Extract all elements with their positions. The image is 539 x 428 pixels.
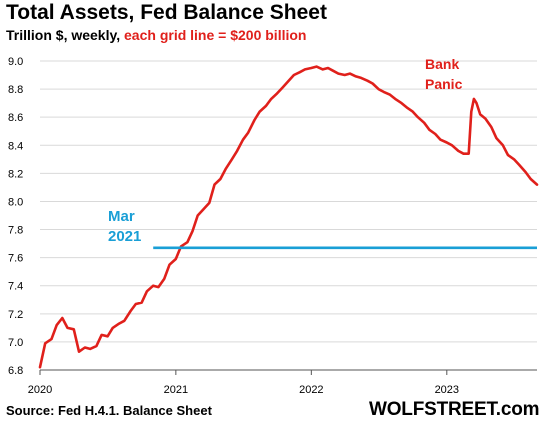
annotation-line: Mar [108, 208, 135, 225]
y-tick-label: 8.2 [8, 168, 23, 180]
annotation-line: 2021 [108, 228, 141, 245]
y-tick-label: 8.0 [8, 196, 23, 208]
x-tick-label: 2021 [164, 384, 188, 396]
brand-logo-text: WOLFSTREET.com [369, 399, 539, 420]
annotation-line: Panic [425, 76, 463, 92]
annotation-mar-2021: Mar 2021 [108, 208, 141, 245]
y-axis-tick-labels: 6.8 7.0 7.2 7.4 7.6 7.8 8.0 8.2 8.4 8.6 8.8 9.0 [8, 56, 23, 377]
y-tick-label: 7.8 [8, 225, 23, 237]
x-tick-label: 2022 [299, 384, 323, 396]
chart-title: Total Assets, Fed Balance Sheet [6, 1, 327, 24]
y-tick-label: 7.6 [8, 253, 23, 265]
annotation-line: Bank [425, 56, 459, 72]
source-note: Source: Fed H.4.1. Balance Sheet [6, 403, 212, 418]
annotation-bank-panic: Bank Panic [425, 56, 463, 92]
y-tick-label: 8.6 [8, 112, 23, 124]
subtitle-main: Trillion $, weekly, [6, 27, 125, 43]
y-tick-label: 7.0 [8, 337, 23, 349]
y-tick-label: 8.4 [8, 140, 23, 152]
y-tick-label: 8.8 [8, 84, 23, 96]
x-axis: 2020 2021 2022 2023 [28, 369, 537, 396]
y-tick-label: 7.4 [8, 281, 23, 293]
series-line-total-assets [38, 65, 539, 369]
chart-subtitle: Trillion $, weekly, each grid line = $20… [6, 27, 306, 43]
y-tick-label: 9.0 [8, 56, 23, 68]
annotations: Mar 2021 Bank Panic [108, 56, 463, 245]
y-tick-label: 7.2 [8, 309, 23, 321]
x-tick-label: 2023 [435, 384, 459, 396]
y-tick-label: 6.8 [8, 365, 23, 377]
subtitle-highlight: each grid line = $200 billion [124, 27, 307, 43]
x-tick-label: 2020 [28, 384, 52, 396]
series-layer [38, 65, 539, 369]
